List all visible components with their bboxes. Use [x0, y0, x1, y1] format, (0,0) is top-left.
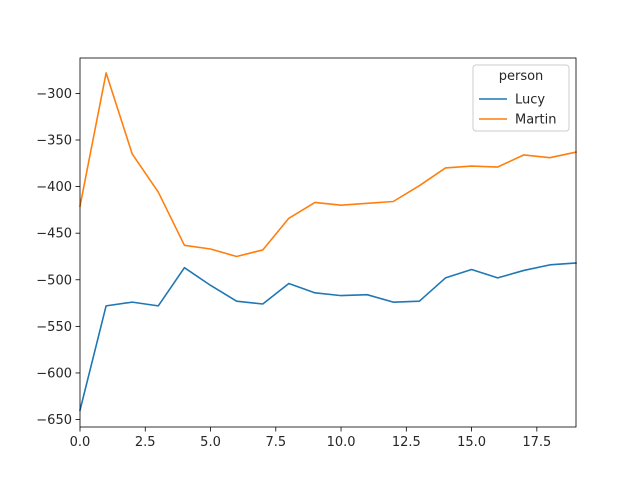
legend-title: person	[499, 69, 544, 84]
legend-box	[472, 64, 570, 132]
x-tick-label: 12.5	[392, 435, 421, 450]
y-tick-label: −450	[36, 227, 72, 242]
y-tick-label: −350	[36, 134, 72, 149]
legend: person Lucy Martin	[472, 64, 570, 132]
plot-frame	[79, 57, 577, 428]
y-tick-label: −400	[36, 180, 72, 195]
x-tick-label: 5.0	[200, 435, 221, 450]
axes: 0.0 2.5 5.0 7.5 10.0 12.5 15.0 17.5 −650 −600 −550…	[36, 87, 551, 450]
x-tick-label: 10.0	[327, 435, 356, 450]
y-tick-label: −550	[36, 320, 72, 335]
y-tick-label: −300	[36, 87, 72, 102]
x-tick-label: 2.5	[135, 435, 156, 450]
x-tick-label: 0.0	[70, 435, 91, 450]
legend-label-lucy: Lucy	[515, 93, 545, 108]
series-line-lucy	[79, 262, 577, 412]
x-tick-label: 17.5	[522, 435, 551, 450]
series-line-martin	[79, 72, 577, 258]
x-tick-label: 15.0	[457, 435, 486, 450]
y-tick-label: −650	[36, 413, 72, 428]
x-tick-label: 7.5	[265, 435, 286, 450]
series-layer	[79, 72, 577, 412]
axes-frame	[79, 57, 577, 428]
y-tick-label: −600	[36, 366, 72, 381]
y-tick-label: −500	[36, 273, 72, 288]
legend-label-martin: Martin	[515, 113, 556, 128]
